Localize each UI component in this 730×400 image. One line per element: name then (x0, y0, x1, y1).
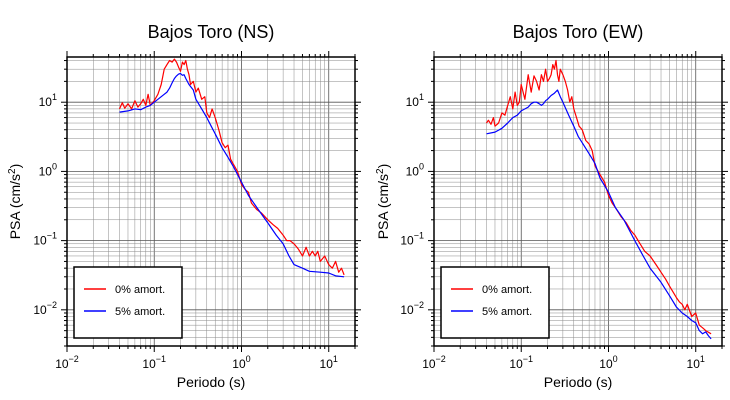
series-layer (486, 59, 712, 340)
legend-box (73, 266, 183, 339)
legend-box (440, 266, 550, 339)
y-tick-label: 100 (39, 161, 57, 178)
plot-frame (433, 56, 723, 347)
x-tick-label: 100 (599, 354, 617, 371)
series-layer (118, 58, 345, 278)
series-line-5pct-amort (119, 72, 345, 278)
chart-panel-ns: Bajos Toro (NS) 10−2 10−1 100 10110−210−110… (7, 22, 361, 390)
y-tick-label: 101 (406, 92, 424, 109)
ticks-layer: 10−2 10−1 100 101 10−2 10−1 100 101 (400, 51, 728, 371)
y-tick-label: 10−1 (400, 231, 424, 248)
legend-label-5pct: 5% amort. (482, 306, 532, 318)
x-tick-label: 101 (320, 354, 338, 371)
y-tick-label: 10−2 (400, 300, 424, 317)
x-tick-label: 10−1 (142, 354, 166, 371)
y-tick-label: 101 (39, 92, 57, 109)
series-line-0pct-amort (486, 59, 712, 335)
x-tick-label: 10−2 (55, 354, 79, 371)
y-tick-label: 100 (406, 161, 424, 178)
legend-label-5pct: 5% amort. (115, 306, 165, 318)
legend-label-0pct: 0% amort. (115, 284, 165, 296)
y-tick-label: 10−2 (33, 300, 57, 317)
y-axis-label: PSA (cm/s2) (7, 164, 23, 240)
legend: 0% amort. 5% amort. (73, 266, 183, 339)
chart-panel-ew: Bajos Toro (EW) 10−2 10−1 100 10110−210−110… (375, 22, 728, 390)
chart-title: Bajos Toro (EW) (513, 22, 644, 42)
x-tick-label: 101 (687, 354, 705, 371)
grid-layer (66, 57, 356, 347)
legend-label-0pct: 0% amort. (482, 284, 532, 296)
y-tick-label: 10−1 (33, 231, 57, 248)
x-tick-label: 10−1 (509, 354, 533, 371)
x-tick-label: 10−2 (422, 354, 446, 371)
legend: 0% amort. 5% amort. (440, 266, 550, 339)
series-line-5pct-amort (486, 89, 712, 340)
x-axis-label: Periodo (s) (544, 374, 612, 390)
x-tick-label: 100 (232, 354, 250, 371)
plot-frame (66, 56, 356, 347)
series-line-0pct-amort (118, 58, 345, 276)
y-axis-label: PSA (cm/s2) (375, 164, 391, 240)
ticks-layer: 10−2 10−1 100 101 10−2 10−1 100 101 (33, 51, 361, 371)
x-axis-label: Periodo (s) (177, 374, 245, 390)
chart-title: Bajos Toro (NS) (148, 22, 275, 42)
